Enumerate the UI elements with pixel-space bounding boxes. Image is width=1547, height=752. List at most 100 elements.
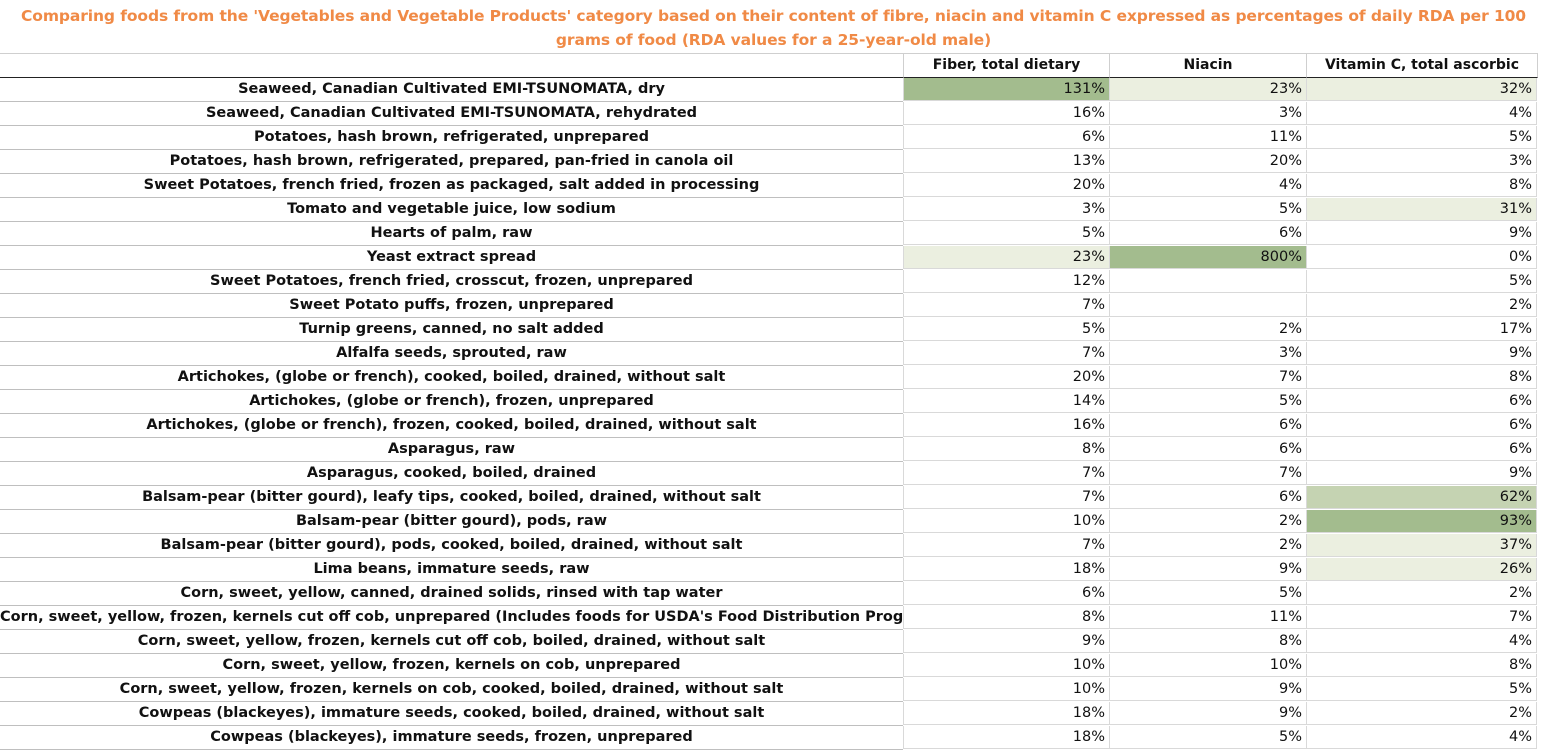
value-cell-fiber: 5% <box>903 222 1109 245</box>
table-row: Asparagus, cooked, boiled, drained 7% 7% 9% <box>0 462 1547 486</box>
value-cell-vitamin-c: 6% <box>1306 414 1537 437</box>
value-cell-vitamin-c: 8% <box>1306 366 1537 389</box>
value-cell-vitamin-c: 37% <box>1306 534 1537 557</box>
value-cell-niacin: 20% <box>1109 150 1306 173</box>
food-name: Alfalfa seeds, sprouted, raw <box>0 342 903 366</box>
food-name: Potatoes, hash brown, refrigerated, unpr… <box>0 126 903 150</box>
value-cell-vitamin-c: 2% <box>1306 582 1537 605</box>
food-column-header <box>0 53 903 78</box>
food-name: Corn, sweet, yellow, frozen, kernels on … <box>0 678 903 702</box>
value-cell-vitamin-c: 7% <box>1306 606 1537 629</box>
value-cell-vitamin-c: 6% <box>1306 390 1537 413</box>
value-cell-fiber: 131% <box>903 78 1109 101</box>
value-cell-niacin: 6% <box>1109 222 1306 245</box>
value-cell-niacin: 5% <box>1109 726 1306 749</box>
value-cell-niacin <box>1109 270 1306 293</box>
value-cell-vitamin-c: 62% <box>1306 486 1537 509</box>
food-name: Turnip greens, canned, no salt added <box>0 318 903 342</box>
value-cell-fiber: 23% <box>903 246 1109 269</box>
value-cell-fiber: 7% <box>903 342 1109 365</box>
value-cell-vitamin-c: 9% <box>1306 222 1537 245</box>
value-cell-fiber: 20% <box>903 366 1109 389</box>
value-cell-niacin: 4% <box>1109 174 1306 197</box>
value-cell-vitamin-c: 6% <box>1306 438 1537 461</box>
table-row: Cowpeas (blackeyes), immature seeds, fro… <box>0 726 1547 750</box>
value-cell-niacin: 9% <box>1109 702 1306 725</box>
table-row: Seaweed, Canadian Cultivated EMI-TSUNOMA… <box>0 102 1547 126</box>
value-cell-niacin: 2% <box>1109 318 1306 341</box>
table-row: Tomato and vegetable juice, low sodium 3%… <box>0 198 1547 222</box>
value-cell-fiber: 7% <box>903 486 1109 509</box>
table-row: Hearts of palm, raw 5% 6% 9% <box>0 222 1547 246</box>
value-cell-fiber: 3% <box>903 198 1109 221</box>
value-cell-fiber: 7% <box>903 534 1109 557</box>
value-cell-niacin <box>1109 294 1306 317</box>
value-cell-vitamin-c: 2% <box>1306 294 1537 317</box>
food-name: Asparagus, cooked, boiled, drained <box>0 462 903 486</box>
value-cell-niacin: 3% <box>1109 102 1306 125</box>
table-row: Sweet Potatoes, french fried, frozen as … <box>0 174 1547 198</box>
food-name: Potatoes, hash brown, refrigerated, prep… <box>0 150 903 174</box>
value-cell-fiber: 9% <box>903 630 1109 653</box>
value-cell-vitamin-c: 5% <box>1306 270 1537 293</box>
value-cell-fiber: 8% <box>903 438 1109 461</box>
table-row: Artichokes, (globe or french), cooked, b… <box>0 366 1547 390</box>
value-cell-niacin: 11% <box>1109 606 1306 629</box>
value-cell-fiber: 20% <box>903 174 1109 197</box>
table-row: Turnip greens, canned, no salt added 5% 2%… <box>0 318 1547 342</box>
value-cell-vitamin-c: 17% <box>1306 318 1537 341</box>
value-cell-niacin: 2% <box>1109 510 1306 533</box>
value-cell-vitamin-c: 26% <box>1306 558 1537 581</box>
table-row: Cowpeas (blackeyes), immature seeds, coo… <box>0 702 1547 726</box>
value-cell-fiber: 6% <box>903 582 1109 605</box>
table-row: Sweet Potato puffs, frozen, unprepared 7%… <box>0 294 1547 318</box>
value-cell-niacin: 8% <box>1109 630 1306 653</box>
value-cell-niacin: 3% <box>1109 342 1306 365</box>
value-cell-fiber: 18% <box>903 558 1109 581</box>
table-row: Balsam-pear (bitter gourd), pods, raw 10%… <box>0 510 1547 534</box>
value-cell-fiber: 14% <box>903 390 1109 413</box>
value-cell-niacin: 800% <box>1109 246 1306 269</box>
header-niacin: Niacin <box>1109 53 1306 78</box>
value-cell-niacin: 9% <box>1109 558 1306 581</box>
value-cell-vitamin-c: 5% <box>1306 678 1537 701</box>
value-cell-vitamin-c: 9% <box>1306 342 1537 365</box>
value-cell-vitamin-c: 4% <box>1306 630 1537 653</box>
food-name: Balsam-pear (bitter gourd), pods, cooked… <box>0 534 903 558</box>
table-row: Seaweed, Canadian Cultivated EMI-TSUNOMA… <box>0 78 1547 102</box>
table-row: Corn, sweet, yellow, frozen, kernels cut… <box>0 606 1547 630</box>
value-cell-fiber: 18% <box>903 702 1109 725</box>
table-row: Artichokes, (globe or french), frozen, u… <box>0 390 1547 414</box>
value-cell-vitamin-c: 8% <box>1306 174 1537 197</box>
value-cell-niacin: 5% <box>1109 582 1306 605</box>
value-cell-fiber: 10% <box>903 678 1109 701</box>
value-cell-fiber: 7% <box>903 462 1109 485</box>
food-name: Sweet Potatoes, french fried, crosscut, … <box>0 270 903 294</box>
value-cell-niacin: 2% <box>1109 534 1306 557</box>
table-row: Corn, sweet, yellow, frozen, kernels on … <box>0 654 1547 678</box>
table-row: Balsam-pear (bitter gourd), leafy tips, … <box>0 486 1547 510</box>
value-cell-fiber: 18% <box>903 726 1109 749</box>
table-row: Potatoes, hash brown, refrigerated, unpr… <box>0 126 1547 150</box>
header-fiber: Fiber, total dietary <box>903 53 1109 78</box>
chart-title: Comparing foods from the 'Vegetables and… <box>21 7 1526 49</box>
value-cell-niacin: 6% <box>1109 438 1306 461</box>
value-cell-fiber: 10% <box>903 510 1109 533</box>
value-cell-fiber: 10% <box>903 654 1109 677</box>
food-name: Yeast extract spread <box>0 246 903 270</box>
value-cell-fiber: 16% <box>903 414 1109 437</box>
food-name: Artichokes, (globe or french), frozen, u… <box>0 390 903 414</box>
value-cell-vitamin-c: 93% <box>1306 510 1537 533</box>
value-cell-vitamin-c: 31% <box>1306 198 1537 221</box>
value-cell-fiber: 5% <box>903 318 1109 341</box>
food-name: Sweet Potato puffs, frozen, unprepared <box>0 294 903 318</box>
food-name: Seaweed, Canadian Cultivated EMI-TSUNOMA… <box>0 78 903 102</box>
value-cell-niacin: 9% <box>1109 678 1306 701</box>
food-name: Balsam-pear (bitter gourd), leafy tips, … <box>0 486 903 510</box>
table-row: Corn, sweet, yellow, frozen, kernels on … <box>0 678 1547 702</box>
value-cell-vitamin-c: 32% <box>1306 78 1537 101</box>
value-cell-fiber: 8% <box>903 606 1109 629</box>
value-cell-niacin: 10% <box>1109 654 1306 677</box>
table-row: Sweet Potatoes, french fried, crosscut, … <box>0 270 1547 294</box>
table-row: Asparagus, raw 8% 6% 6% <box>0 438 1547 462</box>
